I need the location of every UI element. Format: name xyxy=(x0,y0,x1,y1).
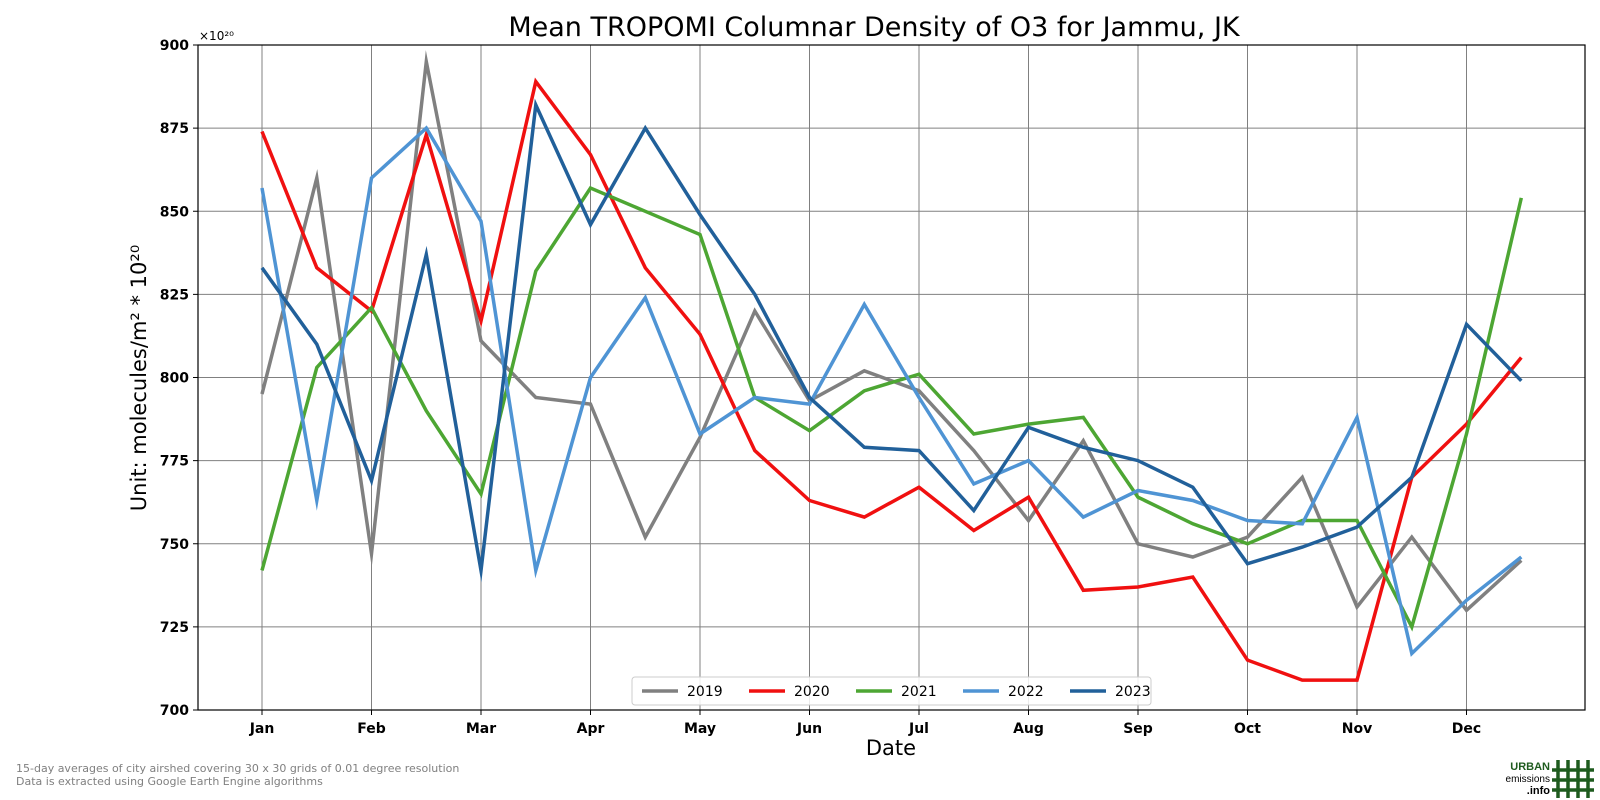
legend-label-2021: 2021 xyxy=(901,684,937,700)
chart-title: Mean TROPOMI Columnar Density of O3 for … xyxy=(508,12,1241,43)
x-tick-label-sep: Sep xyxy=(1123,721,1153,737)
urban-emissions-logo: URBAN emissions .info xyxy=(1506,760,1594,798)
y-tick-label-725: 725 xyxy=(160,620,189,636)
x-tick-label-jun: Jun xyxy=(796,721,822,737)
x-tick-label-aug: Aug xyxy=(1013,721,1044,737)
x-tick-label-oct: Oct xyxy=(1234,721,1261,737)
legend-label-2023: 2023 xyxy=(1115,684,1151,700)
legend-label-2022: 2022 xyxy=(1008,684,1044,700)
series-line-2021 xyxy=(260,185,1524,632)
x-tick-label-jul: Jul xyxy=(908,721,929,737)
logo-grid-icon xyxy=(1552,760,1594,798)
footnote-line-2: Data is extracted using Google Earth Eng… xyxy=(16,775,323,788)
series-line-2023 xyxy=(260,98,1523,583)
y-tick-label-850: 850 xyxy=(160,204,189,220)
x-tick-label-may: May xyxy=(684,721,716,737)
x-ticks: Jan Feb Mar Apr May Jun Jul Aug Sep Oct Nov Dec xyxy=(249,710,1481,737)
x-tick-label-dec: Dec xyxy=(1452,721,1481,737)
footnote-line-1: 15-day averages of city airshed covering… xyxy=(16,762,460,775)
legend: 2019 2020 2021 2022 2023 xyxy=(631,676,1152,706)
x-tick-label-jan: Jan xyxy=(249,721,275,737)
x-tick-label-nov: Nov xyxy=(1342,721,1372,737)
y-tick-label-700: 700 xyxy=(160,703,189,719)
legend-label-2020: 2020 xyxy=(794,684,830,700)
x-tick-label-apr: Apr xyxy=(577,721,605,737)
series-line-2019 xyxy=(260,50,1523,613)
y-tick-label-775: 775 xyxy=(160,454,189,470)
legend-label-2019: 2019 xyxy=(687,684,723,700)
y-tick-label-825: 825 xyxy=(160,287,189,303)
x-tick-label-mar: Mar xyxy=(466,721,496,737)
logo-text-emissions: emissions xyxy=(1506,774,1550,785)
series-lines xyxy=(260,50,1524,682)
y-ticks: 700 725 750 775 800 825 850 875 900 xyxy=(160,38,198,719)
y-tick-label-900: 900 xyxy=(160,38,189,54)
y-multiplier-label: ×10²⁰ xyxy=(199,29,234,43)
logo-text-urban: URBAN xyxy=(1510,761,1550,773)
series-line-2022 xyxy=(260,125,1523,657)
x-axis-label: Date xyxy=(866,736,916,760)
y-tick-label-800: 800 xyxy=(160,371,189,387)
series-line-2020 xyxy=(260,77,1523,682)
logo-text-info: .info xyxy=(1527,785,1550,797)
y-tick-label-750: 750 xyxy=(160,537,189,553)
x-tick-label-feb: Feb xyxy=(357,721,386,737)
y-tick-label-875: 875 xyxy=(160,121,189,137)
y-axis-label: Unit: molecules/m² * 10²⁰ xyxy=(127,245,151,511)
